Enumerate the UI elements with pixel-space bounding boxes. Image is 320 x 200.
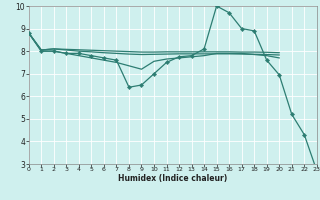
X-axis label: Humidex (Indice chaleur): Humidex (Indice chaleur) [118, 174, 228, 183]
